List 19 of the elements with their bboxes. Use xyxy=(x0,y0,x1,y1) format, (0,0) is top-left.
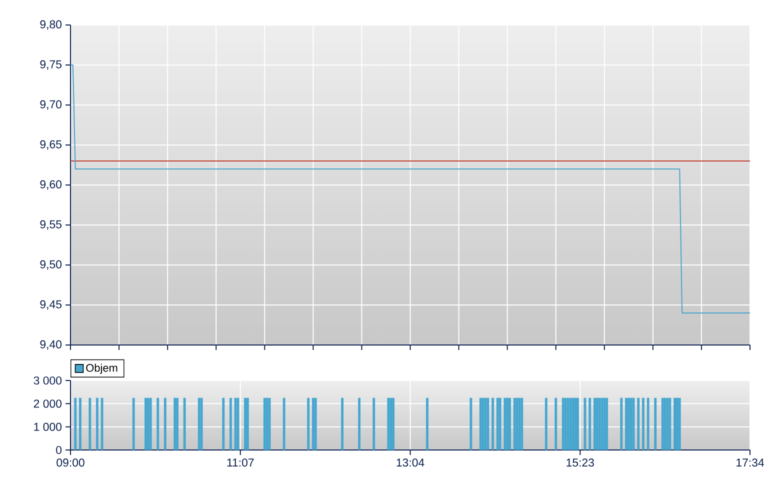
y-tick-label: 9,55 xyxy=(40,220,62,230)
x-tick-label: 17:34 xyxy=(736,458,764,467)
y-tick-label: 9,70 xyxy=(40,100,62,110)
y-tick-label: 9,65 xyxy=(40,140,62,150)
y-tick-label: 0 xyxy=(56,446,62,454)
y-tick-label: 9,45 xyxy=(40,300,62,310)
x-tick-label: 09:00 xyxy=(56,458,84,467)
y-tick-label: 9,80 xyxy=(40,20,62,30)
x-tick-label: 13:04 xyxy=(396,458,424,467)
y-tick-label: 9,50 xyxy=(40,260,62,270)
y-tick-label: 3 000 xyxy=(34,376,62,385)
y-tick-label: 9,40 xyxy=(40,340,62,350)
y-tick-label: 9,75 xyxy=(40,60,62,70)
text: Objem xyxy=(86,364,118,374)
y-tick-label: 1 000 xyxy=(34,422,62,431)
x-tick-label: 15:23 xyxy=(566,458,594,467)
y-tick-label: 9,60 xyxy=(40,180,62,190)
y-tick-label: 2 000 xyxy=(34,400,62,408)
x-tick-label: 11:07 xyxy=(227,458,254,467)
